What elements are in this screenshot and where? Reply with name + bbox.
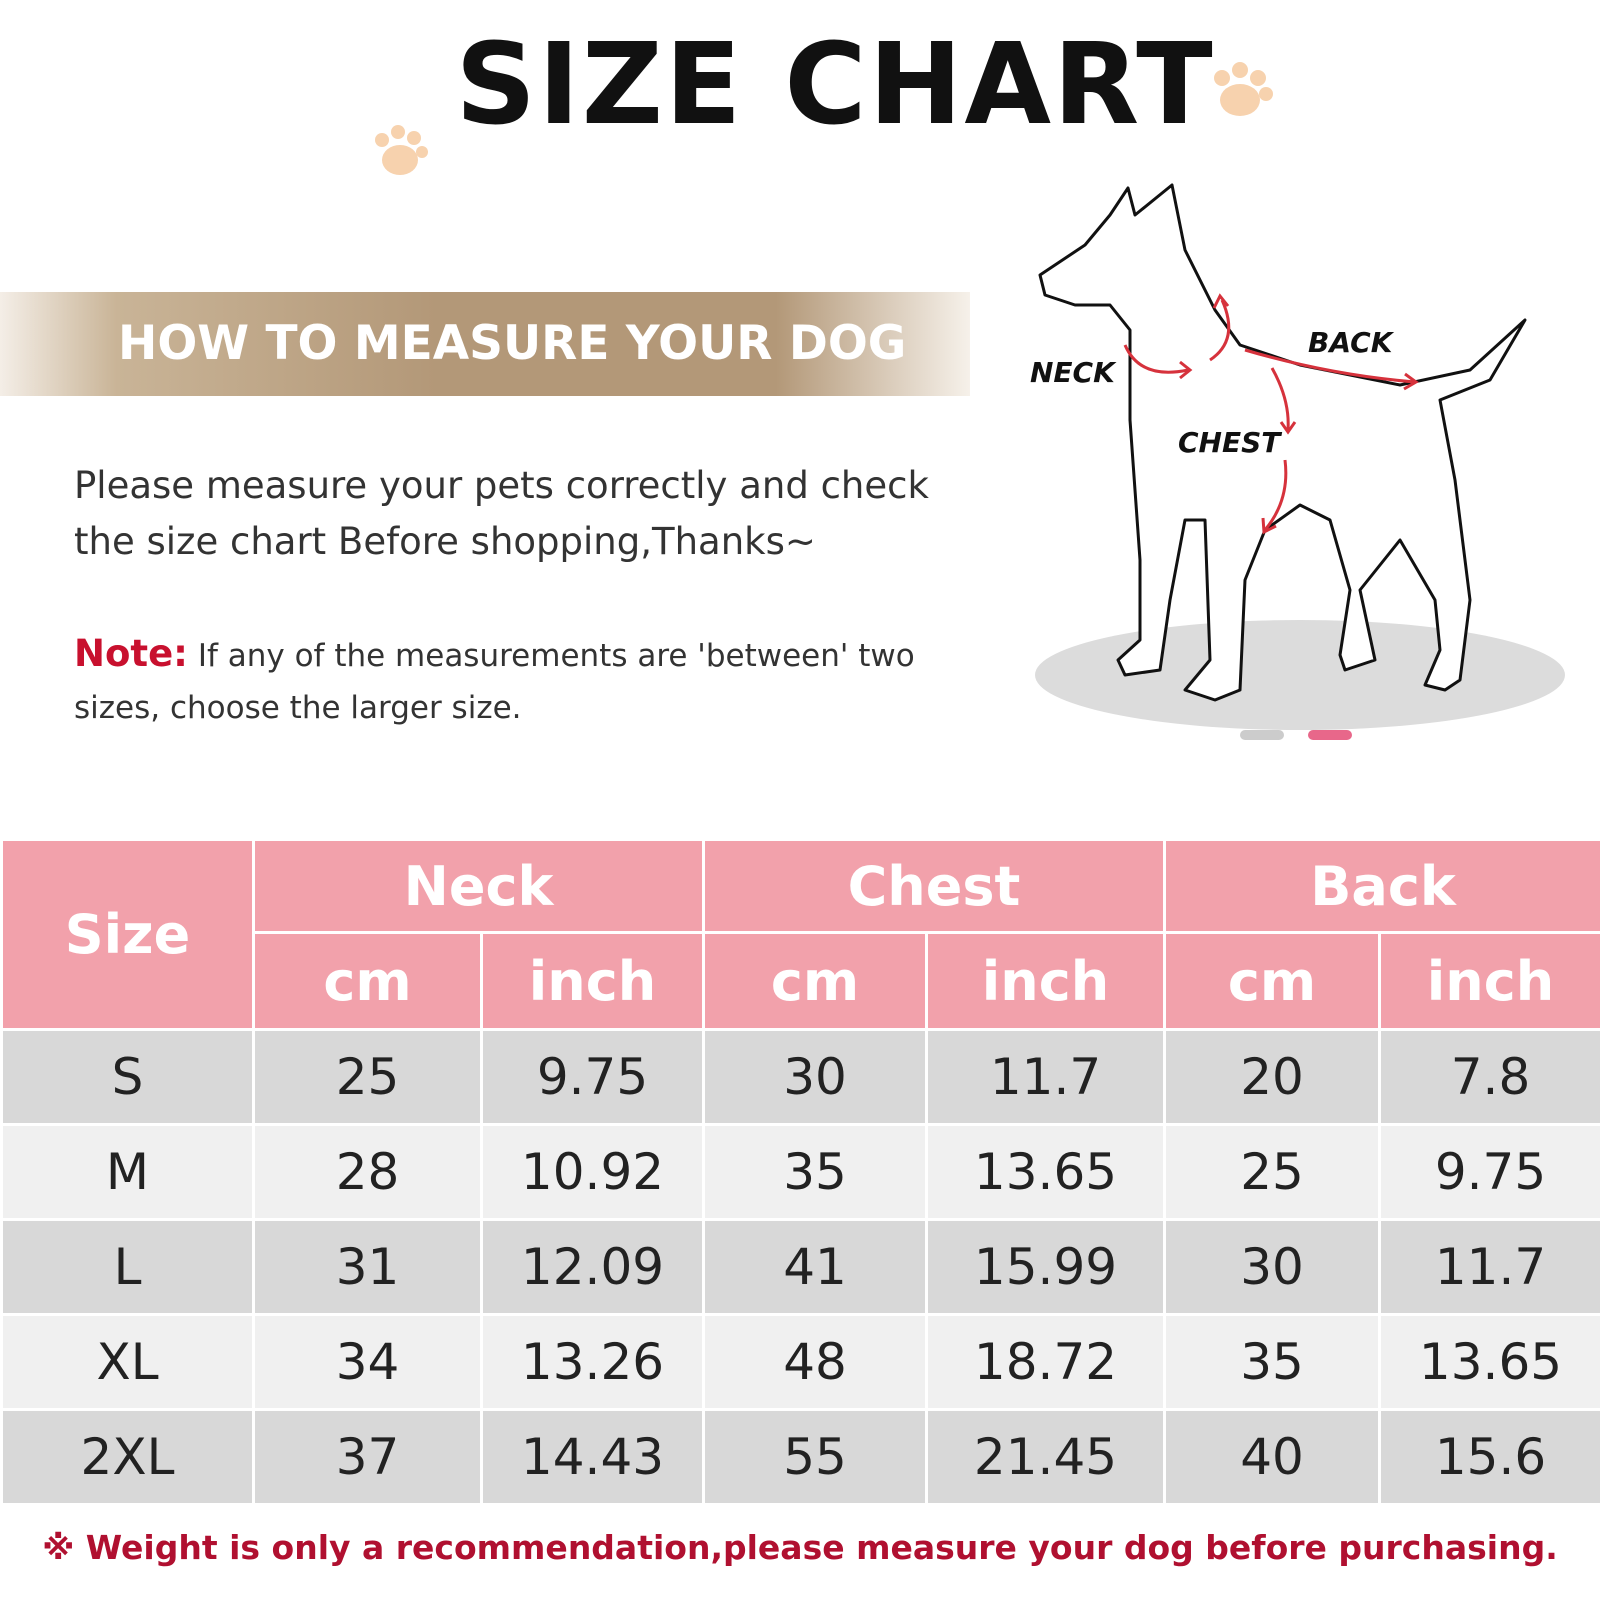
table-cell: 31 (252, 1218, 483, 1316)
table-cell: 13.26 (480, 1313, 705, 1411)
header-cell: inch (480, 931, 705, 1031)
table-cell: 7.8 (1378, 1028, 1600, 1126)
table-cell: 12.09 (480, 1218, 705, 1316)
table-cell: 11.7 (925, 1028, 1166, 1126)
table-cell: XL (0, 1313, 255, 1411)
header-cell: inch (1378, 931, 1600, 1031)
table-cell: 48 (702, 1313, 928, 1411)
table-cell: 28 (252, 1123, 483, 1221)
table-cell: 40 (1163, 1408, 1381, 1506)
table-cell: 34 (252, 1313, 483, 1411)
table-cell: 37 (252, 1408, 483, 1506)
header-cell: Size (0, 838, 255, 1031)
table-row: XL 34 13.26 48 18.72 35 13.65 (0, 1313, 1600, 1411)
table-cell: 35 (1163, 1313, 1381, 1411)
note-label: Note: (74, 632, 188, 675)
table-cell: 13.65 (1378, 1313, 1600, 1411)
header-row: cm inch cm inch cm inch (2, 931, 1600, 1031)
header-cell: cm (252, 931, 483, 1031)
table-cell: 11.7 (1378, 1218, 1600, 1316)
table-cell: 15.99 (925, 1218, 1166, 1316)
shadow (1035, 620, 1565, 730)
table-cell: 41 (702, 1218, 928, 1316)
banner-text: HOW TO MEASURE YOUR DOG (118, 316, 907, 371)
note: Note: If any of the measurements are 'be… (74, 628, 954, 734)
diagram-label: BACK (1308, 326, 1395, 359)
intro-text: Please measure your pets correctly and c… (74, 464, 929, 563)
table-cell: 18.72 (925, 1313, 1166, 1411)
table-cell: 25 (252, 1028, 483, 1126)
illustration: NECK BACK CHEST (375, 62, 1565, 740)
slider-dot[interactable] (1308, 730, 1352, 740)
dog-outline (1038, 183, 1527, 702)
table-cell: 30 (702, 1028, 928, 1126)
diagram-label: NECK (1030, 356, 1117, 389)
note-text: If any of the measurements are 'between'… (74, 638, 915, 726)
header-cell: inch (925, 931, 1166, 1031)
table-cell: 21.45 (925, 1408, 1166, 1506)
footer: ※ Weight is only a recommendation,please… (42, 1528, 1558, 1567)
table-cell: 9.75 (480, 1028, 705, 1126)
table-cell: 20 (1163, 1028, 1381, 1126)
size-table: Size Neck Chest Back cm inch cm inch cm inch … (0, 838, 1600, 1506)
header-row: Size Neck Chest Back (0, 838, 1600, 1031)
slider-dot[interactable] (1240, 730, 1284, 740)
paw-print (375, 62, 1273, 175)
table-body: Size Neck Chest Back cm inch cm inch cm inch … (0, 838, 1600, 1506)
table-cell: 25 (1163, 1123, 1381, 1221)
table-row: M 28 10.92 35 13.65 25 9.75 (0, 1123, 1600, 1221)
header-cell: Chest (702, 838, 1166, 934)
header-cell: cm (1163, 931, 1381, 1031)
measure-arrows (1123, 293, 1419, 535)
table-cell: 13.65 (925, 1123, 1166, 1221)
table-cell: S (0, 1028, 255, 1126)
table-cell: M (0, 1123, 255, 1221)
table-row: 2XL 37 14.43 55 21.45 40 15.6 (0, 1408, 1600, 1506)
table-cell: 15.6 (1378, 1408, 1600, 1506)
table-cell: L (0, 1218, 255, 1316)
table-row: S 25 9.75 30 11.7 20 7.8 (0, 1028, 1600, 1126)
header-cell: Neck (252, 838, 705, 934)
table-cell: 2XL (0, 1408, 255, 1506)
title: SIZE CHART (455, 20, 1215, 150)
header-cell: cm (702, 931, 928, 1031)
table-cell: 35 (702, 1123, 928, 1221)
table-row: L 31 12.09 41 15.99 30 11.7 (0, 1218, 1600, 1316)
table-cell: 30 (1163, 1218, 1381, 1316)
table-cell: 55 (702, 1408, 928, 1506)
table-cell: 9.75 (1378, 1123, 1600, 1221)
banner: HOW TO MEASURE YOUR DOG (0, 292, 970, 396)
header-cell: Back (1163, 838, 1600, 934)
table-cell: 14.43 (480, 1408, 705, 1506)
diagram-label: CHEST (1178, 426, 1282, 459)
table-cell: 10.92 (480, 1123, 705, 1221)
